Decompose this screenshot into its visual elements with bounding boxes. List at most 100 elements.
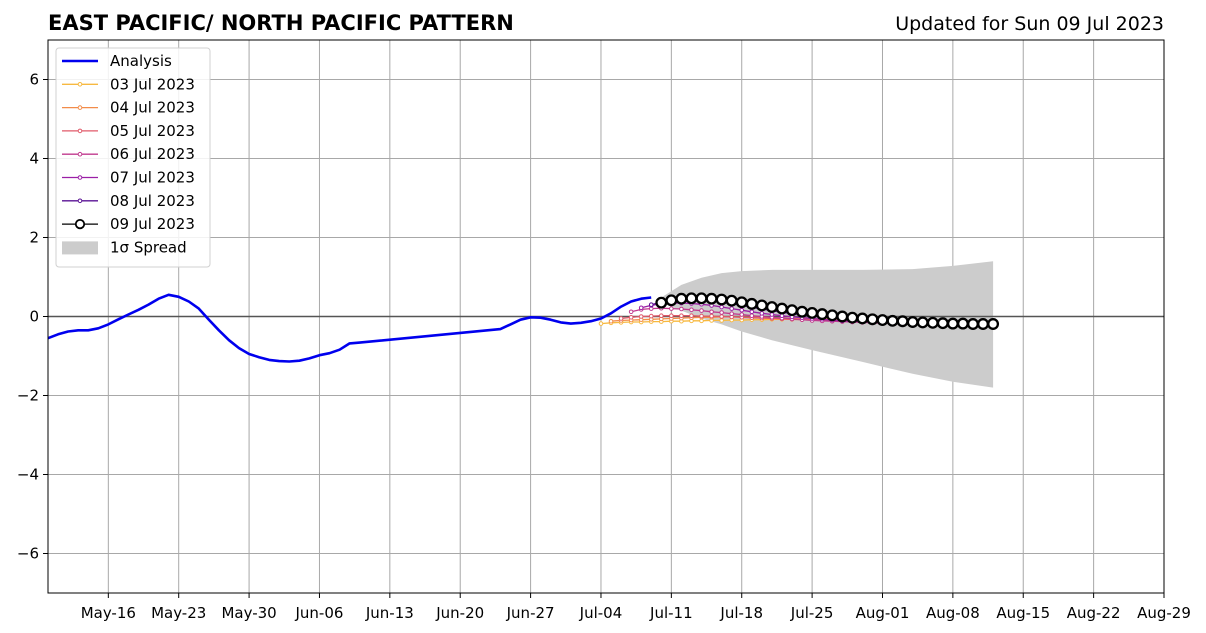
forecast-point [769,312,775,317]
y-tick-label: 6 [29,71,39,89]
spread-band [661,261,994,388]
forecast-point [906,316,919,328]
forecast-point [715,293,728,306]
forecast-point [669,306,674,311]
forecast-point [977,318,989,330]
x-tick-label: Jul-18 [719,604,763,622]
forecast-point [699,308,704,313]
legend-item: 07 Jul 2023 [62,169,195,187]
forecast-point [655,296,668,309]
forecast-point [638,305,644,311]
y-tick-label: 2 [29,229,39,247]
plot-area [47,39,1165,594]
forecast-point [739,307,745,313]
forecast-point [638,314,644,319]
forecast-point [719,304,724,310]
legend-item: 04 Jul 2023 [62,99,195,117]
spread-layer [661,261,994,388]
legend-marker [77,175,83,180]
forecast-point [836,310,849,323]
legend-marker [77,128,83,134]
forecast-point [665,294,678,307]
y-tick-label: 4 [29,150,39,168]
x-tick-label: Aug-22 [1067,604,1121,622]
x-tick-label: Jun-13 [365,604,414,622]
analysis-layer [47,293,652,363]
legend-label: 05 Jul 2023 [110,122,195,140]
forecast-point [749,309,755,315]
forecast-point [876,314,889,327]
forecast-point [679,313,684,319]
forecast-point [648,313,654,319]
analysis-line [47,293,652,363]
x-tick-label: Aug-29 [1137,604,1191,622]
forecast-point [936,317,949,330]
legend-label: 07 Jul 2023 [110,169,195,187]
x-tick-label: Aug-15 [996,604,1050,622]
forecast-point [675,292,688,305]
x-tick-label: May-16 [81,604,136,622]
x-tick-label: Aug-08 [926,604,980,622]
forecast-point [759,311,765,316]
x-tick-label: Jul-11 [649,604,693,622]
forecast-point [618,316,624,321]
forecast-point [689,307,694,313]
forecast-point [806,306,819,319]
legend-item: 03 Jul 2023 [62,75,195,93]
legend-label: 03 Jul 2023 [110,75,195,93]
forecast-point [866,313,879,326]
forecast-point [729,311,734,317]
forecast-point [658,313,664,319]
chart-title: EAST PACIFIC/ NORTH PACIFIC PATTERN [48,11,514,35]
legend-marker [77,105,83,110]
forecast-point [967,318,979,330]
y-tick-label: 0 [29,308,39,326]
forecast-point [648,302,654,307]
forecast-point [765,301,778,313]
forecast-point [685,292,698,305]
forecast-point [695,292,708,305]
forecast-point [699,313,704,319]
chart-subtitle: Updated for Sun 09 Jul 2023 [895,13,1164,35]
forecast-point [786,304,798,317]
x-tick-label: May-23 [151,604,206,622]
legend-label: Analysis [110,52,172,70]
forecast-point [598,321,604,326]
x-tick-label: Aug-01 [856,604,910,622]
forecast-point [628,309,634,315]
forecast-point [745,297,758,310]
legend-item: 08 Jul 2023 [62,192,195,210]
legend-swatch [62,241,98,255]
y-axis: −6 −4 −2 0 2 4 6 [17,71,48,563]
forecast-point [796,305,809,318]
legend-marker [77,82,83,87]
forecast-layer [598,292,1000,330]
forecast-point [946,317,959,330]
forecast-point [816,308,829,321]
forecast-point [826,309,839,322]
legend-item: 1σ Spread [62,238,187,256]
legend-marker [77,151,83,157]
x-axis: May-16 May-23 May-30 Jun-06 Jun-13 Jun-20 Jun-… [81,593,1191,622]
forecast-point [956,317,969,330]
x-tick-label: Jun-06 [294,604,343,622]
x-tick-label: Jul-04 [579,604,623,622]
forecast-point [719,310,724,315]
forecast-point [846,311,859,324]
forecast-point [689,313,694,319]
legend-label: 04 Jul 2023 [110,99,195,117]
legend-marker [74,219,86,230]
forecast-point [755,299,768,312]
forecast-point [705,292,718,305]
legend-label: 08 Jul 2023 [110,192,195,210]
x-tick-label: May-30 [221,604,276,622]
forecast-point [896,315,909,328]
forecast-point [725,294,738,307]
legend-label: 09 Jul 2023 [110,215,195,233]
forecast-point [749,313,755,319]
forecast-point [669,313,674,319]
legend-item: 09 Jul 2023 [62,215,195,233]
forecast-point [775,302,788,315]
y-tick-label: −2 [17,387,39,405]
